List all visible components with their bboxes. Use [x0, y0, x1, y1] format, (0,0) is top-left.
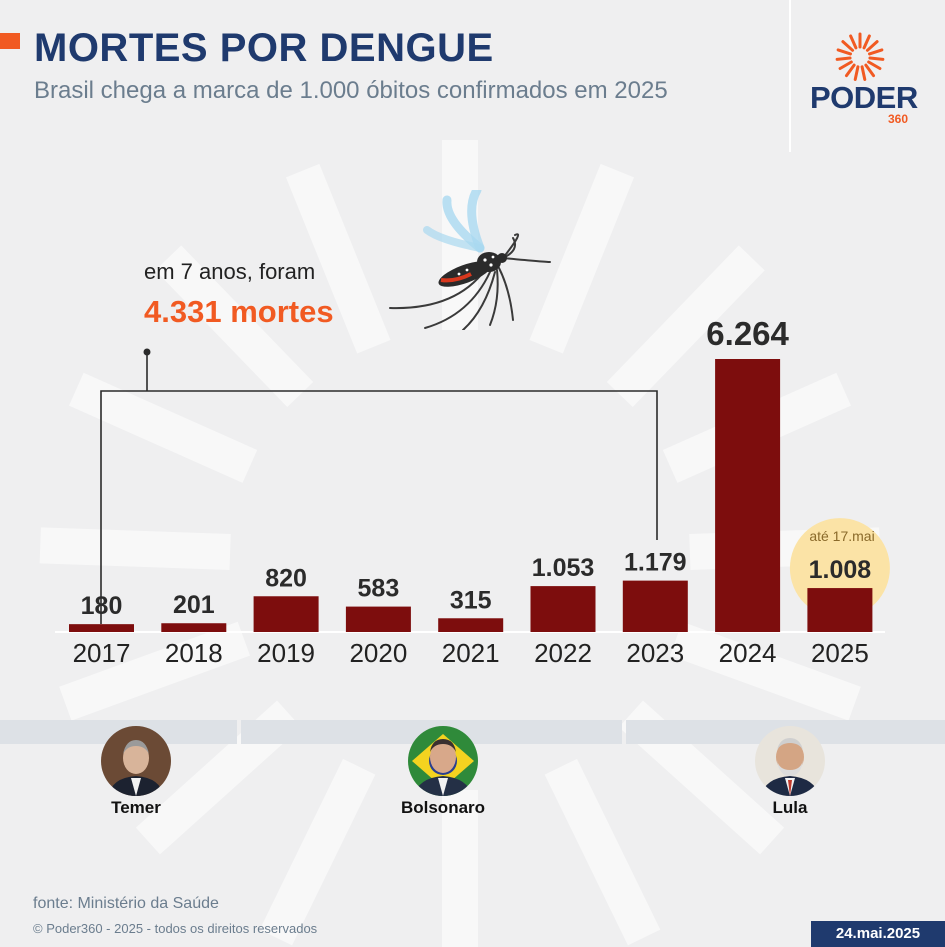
- copyright-note: © Poder360 - 2025 - todos os direitos re…: [33, 921, 318, 936]
- logo-wordmark: PODER: [810, 80, 918, 115]
- data-label-2023: 1.179: [624, 549, 687, 577]
- tick-label-2024: 2024: [719, 638, 777, 668]
- page-subtitle: Brasil chega a marca de 1.000 óbitos con…: [34, 77, 668, 104]
- bar-2024: [715, 359, 781, 632]
- data-label-2025: 1.008: [809, 556, 872, 584]
- president-name: Lula: [772, 798, 808, 817]
- bracket-dot: [143, 348, 151, 356]
- bracket-line: [100, 352, 658, 624]
- tick-label-2017: 2017: [73, 638, 131, 668]
- tick-label-2025: 2025: [811, 638, 869, 668]
- data-label-2018: 201: [173, 591, 215, 619]
- bar-2018: [161, 623, 227, 632]
- logo-number: 360: [888, 112, 909, 126]
- president-name: Temer: [111, 798, 161, 817]
- bar-2020: [345, 606, 411, 632]
- data-label-2024: 6.264: [706, 315, 789, 352]
- avatar: [101, 726, 171, 796]
- avatar: [408, 726, 478, 796]
- mosquito-icon: [389, 190, 551, 330]
- title-accent-mark: [0, 33, 20, 49]
- data-label-2022: 1.053: [532, 554, 595, 582]
- avatar: [755, 726, 825, 796]
- bar-2022: [530, 586, 596, 632]
- tick-label-2019: 2019: [257, 638, 315, 668]
- poder360-logo: PODER 360: [808, 30, 918, 130]
- tick-label-2020: 2020: [349, 638, 407, 668]
- bar-2025: [807, 588, 873, 632]
- header-divider: [789, 0, 791, 152]
- president-lula: Lula: [730, 726, 850, 818]
- tick-label-2023: 2023: [626, 638, 684, 668]
- data-label-2021: 315: [450, 586, 492, 614]
- president-temer: Temer: [76, 726, 196, 818]
- tick-label-2018: 2018: [165, 638, 223, 668]
- tick-label-2022: 2022: [534, 638, 592, 668]
- bar-2017: [69, 624, 134, 632]
- annotation-total: 4.331 mortes: [144, 294, 334, 329]
- president-bolsonaro: Bolsonaro: [383, 726, 503, 818]
- note-2025: até 17.mai: [809, 528, 875, 544]
- bar-chart: 180201720120188202019583202031520211.053…: [55, 315, 890, 668]
- bar-2019: [253, 596, 319, 632]
- annotation-text: em 7 anos, foram: [144, 259, 316, 284]
- page-title: MORTES POR DENGUE: [34, 26, 494, 70]
- source-note: fonte: Ministério da Saúde: [33, 895, 219, 912]
- sunburst-logo-icon: [835, 32, 885, 81]
- tick-label-2021: 2021: [442, 638, 500, 668]
- data-label-2020: 583: [358, 575, 400, 603]
- bar-2021: [438, 618, 504, 632]
- data-label-2019: 820: [265, 564, 307, 592]
- bar-2023: [622, 580, 688, 632]
- president-name: Bolsonaro: [400, 798, 486, 817]
- date-badge: 24.mai.2025: [811, 921, 945, 947]
